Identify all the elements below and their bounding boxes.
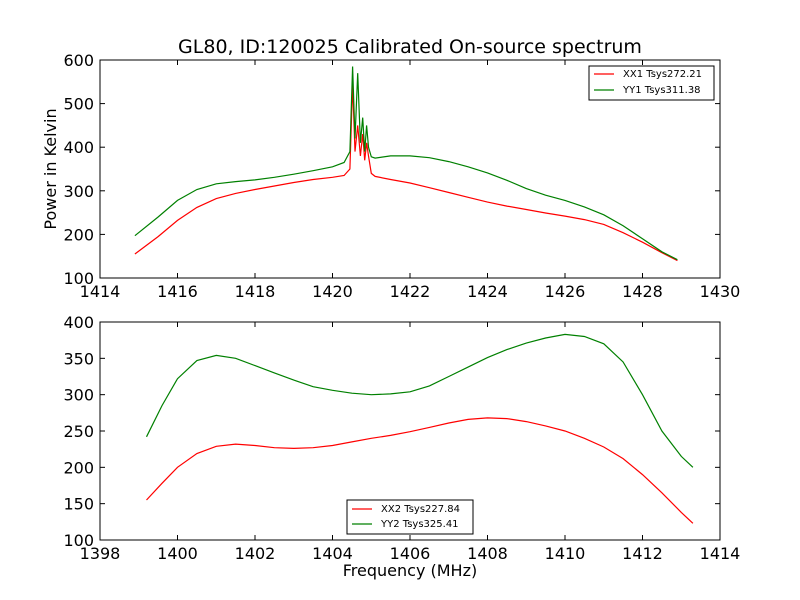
top-series-line-0 bbox=[134, 83, 678, 262]
bottom-ticks-layer: 1398 1400 1402 1404 1406 1408 1410 1412 1414 100 1… bbox=[63, 313, 740, 563]
top-xtick-label-2: 1418 bbox=[235, 282, 276, 301]
bottom-ytick-label-3: 250 bbox=[63, 422, 94, 441]
top-xtick-label-8: 1430 bbox=[700, 282, 741, 301]
bottom-series-line-1 bbox=[145, 333, 694, 468]
top-xtick-label-1: 1416 bbox=[157, 282, 198, 301]
bottom-xtick-label-7: 1412 bbox=[622, 544, 663, 563]
chart-title: GL80, ID:120025 Calibrated On-source spe… bbox=[178, 36, 642, 58]
top-ytick-label-5: 600 bbox=[63, 51, 94, 70]
bottom-xtick-label-0: 1398 bbox=[80, 544, 121, 563]
top-xtick-label-0: 1414 bbox=[80, 282, 121, 301]
top-xtick-label-6: 1426 bbox=[545, 282, 586, 301]
bottom-series-line-0 bbox=[146, 417, 694, 524]
bottom-ytick-label-5: 350 bbox=[63, 349, 94, 368]
bottom-legend-box bbox=[346, 499, 474, 535]
bottom-ytick-label-0: 100 bbox=[63, 531, 94, 550]
bottom-legend-label-yy2: YY2 Tsys325.41 bbox=[380, 519, 459, 530]
top-ytick-label-3: 400 bbox=[63, 138, 94, 157]
bottom-panel: 1398 1400 1402 1404 1406 1408 1410 1412 1414 100 1… bbox=[63, 313, 740, 580]
bottom-xtick-label-3: 1404 bbox=[312, 544, 353, 563]
bottom-series-layer bbox=[145, 333, 694, 524]
top-legend-label-xx1: XX1 Tsys272.21 bbox=[623, 69, 702, 80]
top-panel: 1414 1416 1418 1420 1422 1424 1426 1428 1430 100 2… bbox=[41, 51, 740, 301]
top-legend-label-yy1: YY1 Tsys311.38 bbox=[622, 85, 701, 96]
top-series-layer bbox=[134, 66, 678, 262]
bottom-xtick-label-2: 1402 bbox=[235, 544, 276, 563]
bottom-xtick-label-4: 1406 bbox=[390, 544, 431, 563]
top-xtick-label-5: 1424 bbox=[467, 282, 508, 301]
bottom-legend: XX2 Tsys227.84 YY2 Tsys325.41 bbox=[346, 499, 474, 535]
bottom-xtick-label-6: 1410 bbox=[545, 544, 586, 563]
top-legend: XX1 Tsys272.21 YY1 Tsys311.38 bbox=[588, 65, 715, 101]
bottom-xtick-label-5: 1408 bbox=[467, 544, 508, 563]
top-series-line-1 bbox=[134, 66, 678, 261]
bottom-ytick-label-2: 200 bbox=[63, 458, 94, 477]
bottom-legend-label-xx2: XX2 Tsys227.84 bbox=[381, 504, 460, 515]
top-xtick-label-4: 1422 bbox=[390, 282, 431, 301]
top-legend-box bbox=[588, 65, 715, 101]
top-xtick-label-3: 1420 bbox=[312, 282, 353, 301]
bottom-xlabel: Frequency (MHz) bbox=[343, 561, 477, 580]
bottom-ytick-label-4: 300 bbox=[63, 386, 94, 405]
top-ytick-label-0: 100 bbox=[63, 269, 94, 288]
top-ticks-layer: 1414 1416 1418 1420 1422 1424 1426 1428 1430 100 2… bbox=[63, 51, 740, 301]
bottom-ytick-label-1: 150 bbox=[63, 495, 94, 514]
bottom-ytick-label-6: 400 bbox=[63, 313, 94, 332]
bottom-xtick-label-1: 1400 bbox=[157, 544, 198, 563]
top-xtick-label-7: 1428 bbox=[622, 282, 663, 301]
bottom-xtick-label-8: 1414 bbox=[700, 544, 741, 563]
top-ytick-label-1: 200 bbox=[63, 225, 94, 244]
top-ytick-label-2: 300 bbox=[63, 182, 94, 201]
top-ytick-label-4: 500 bbox=[63, 95, 94, 114]
top-ylabel: Power in Kelvin bbox=[41, 108, 60, 229]
